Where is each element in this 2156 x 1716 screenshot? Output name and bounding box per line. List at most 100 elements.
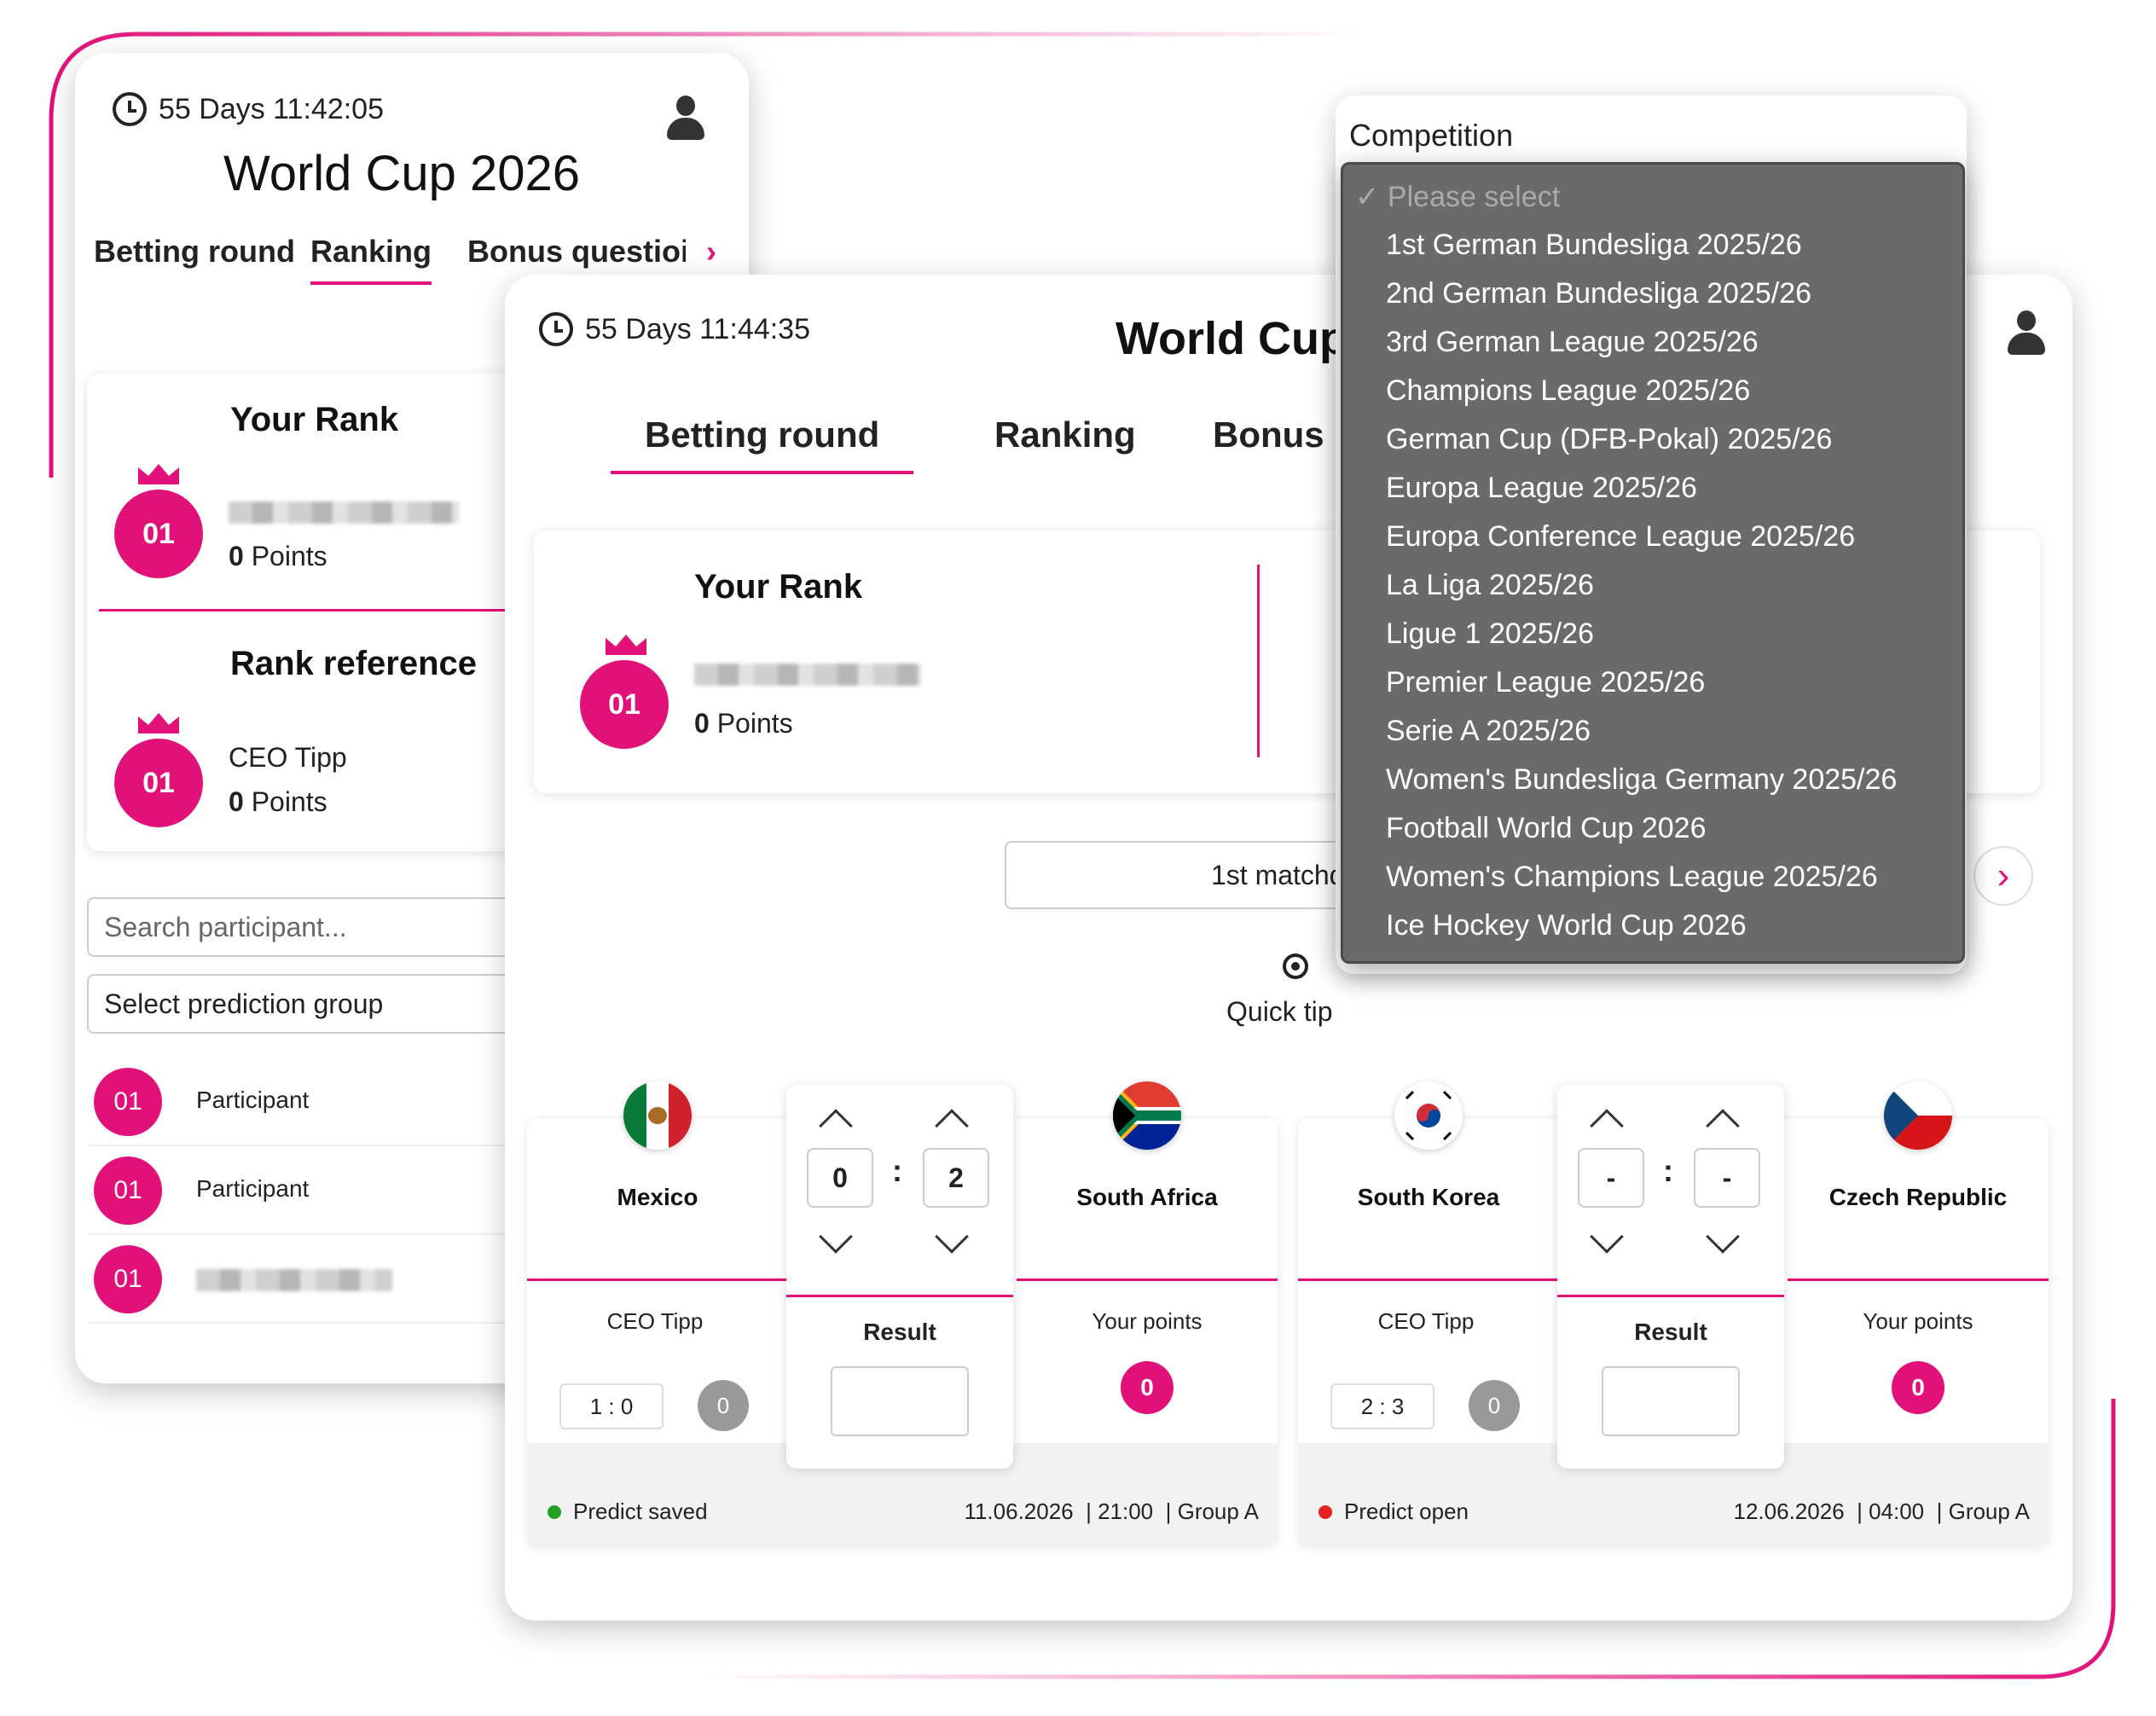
crown-icon: [138, 713, 179, 733]
your-points-badge: 0: [1121, 1361, 1174, 1414]
away-score-input[interactable]: -: [1694, 1148, 1760, 1208]
competition-dropdown[interactable]: ✓ Please select 1st German Bundesliga 20…: [1341, 162, 1965, 964]
clock-icon: [113, 92, 147, 126]
dropdown-option[interactable]: Champions League 2025/26: [1386, 374, 1751, 407]
home-team: South Korea: [1298, 1081, 1559, 1281]
score-input-panel: - : - Result: [1557, 1085, 1784, 1469]
prediction-status: Predict open: [1319, 1499, 1469, 1525]
your-points-label: Your points: [1092, 1308, 1203, 1334]
chevron-up-icon[interactable]: [1590, 1109, 1624, 1143]
ceo-tipp-label: CEO Tipp: [606, 1308, 704, 1334]
south-korea-flag-icon: [1394, 1081, 1463, 1150]
czech-flag-icon: [1884, 1081, 1952, 1150]
away-score-input[interactable]: 2: [923, 1148, 989, 1208]
chevron-up-icon[interactable]: [819, 1109, 853, 1143]
tab-ranking[interactable]: Ranking: [994, 415, 1136, 455]
tab-ranking[interactable]: Ranking: [310, 234, 432, 285]
ceo-tip-value: 1 : 0: [559, 1383, 664, 1429]
your-rank-heading: Your Rank: [694, 568, 863, 606]
your-points-label: Your points: [1863, 1308, 1973, 1334]
quick-tip-label[interactable]: Quick tip: [1226, 996, 1333, 1027]
chevron-down-icon[interactable]: [819, 1220, 853, 1254]
home-team: Mexico: [527, 1081, 788, 1281]
chevron-down-icon[interactable]: [935, 1220, 969, 1254]
dropdown-placeholder[interactable]: ✓ Please select: [1355, 181, 1561, 213]
reference-points: 0 Points: [229, 786, 327, 817]
match-card: South Korea Czech Republic - : - Result …: [1298, 1081, 2049, 1545]
blurred-username: [694, 664, 921, 686]
result-box: [1602, 1366, 1740, 1436]
result-label: Result: [863, 1319, 936, 1345]
chevron-down-icon[interactable]: [1706, 1220, 1740, 1254]
home-score-input[interactable]: 0: [807, 1148, 873, 1208]
ceo-points-badge: 0: [698, 1380, 749, 1431]
countdown: 55 Days 11:44:35: [539, 312, 810, 346]
away-team: South Africa: [1017, 1081, 1278, 1281]
reference-name: CEO Tipp: [229, 742, 347, 773]
south-africa-flag-icon: [1113, 1081, 1181, 1150]
tab-bonus-questions[interactable]: Bonus c: [1213, 415, 1354, 455]
dropdown-option[interactable]: Premier League 2025/26: [1386, 666, 1706, 699]
dropdown-option[interactable]: 3rd German League 2025/26: [1386, 326, 1759, 358]
chevron-down-icon[interactable]: [1590, 1220, 1624, 1254]
score-input-panel: 0 : 2 Result: [786, 1085, 1013, 1469]
dropdown-option[interactable]: German Cup (DFB-Pokal) 2025/26: [1386, 423, 1833, 455]
countdown: 55 Days 11:42:05: [113, 92, 384, 126]
tab-betting-round[interactable]: Betting round: [94, 234, 295, 269]
list-item[interactable]: 01 Participant: [89, 1058, 686, 1146]
home-score-input[interactable]: -: [1578, 1148, 1644, 1208]
target-icon[interactable]: [1283, 954, 1308, 979]
ceo-tip-value: 2 : 3: [1330, 1383, 1434, 1429]
match-meta: 12.06.2026 | 04:00 | Group A: [1733, 1499, 2031, 1524]
chevron-up-icon[interactable]: [935, 1109, 969, 1143]
prediction-status: Predict saved: [548, 1499, 708, 1525]
your-points-badge: 0: [1892, 1361, 1944, 1414]
dropdown-option[interactable]: Women's Champions League 2025/26: [1386, 861, 1878, 893]
dropdown-option[interactable]: 2nd German Bundesliga 2025/26: [1386, 277, 1812, 310]
crown-icon: [138, 464, 179, 484]
dropdown-option[interactable]: La Liga 2025/26: [1386, 569, 1594, 601]
dropdown-option[interactable]: Women's Bundesliga Germany 2025/26: [1386, 763, 1898, 796]
user-icon[interactable]: [2008, 310, 2045, 355]
blurred-username: [196, 1269, 392, 1291]
dropdown-option[interactable]: Ice Hockey World Cup 2026: [1386, 909, 1747, 942]
divider: [1257, 565, 1260, 757]
clock-icon: [539, 312, 573, 346]
match-meta: 11.06.2026 | 21:00 | Group A: [964, 1499, 1259, 1524]
match-card: Mexico South Africa 0 : 2 Result CEO Tip…: [527, 1081, 1278, 1545]
competition-label: Competition: [1349, 118, 1514, 153]
rank-badge: 01: [114, 739, 203, 827]
result-label: Result: [1634, 1319, 1707, 1345]
dropdown-option[interactable]: 1st German Bundesliga 2025/26: [1386, 229, 1802, 261]
chevron-right-icon[interactable]: ›: [706, 234, 716, 269]
list-item[interactable]: 01: [89, 1235, 686, 1324]
dropdown-option[interactable]: Football World Cup 2026: [1386, 812, 1707, 844]
page-title: World Cup 2026: [223, 146, 581, 201]
dropdown-option[interactable]: Europa League 2025/26: [1386, 472, 1697, 504]
rank-badge: 01: [114, 490, 203, 578]
ceo-tipp-label: CEO Tipp: [1377, 1308, 1475, 1334]
next-matchday-button[interactable]: ›: [1973, 846, 2033, 906]
ceo-points-badge: 0: [1469, 1380, 1520, 1431]
dropdown-option[interactable]: Ligue 1 2025/26: [1386, 617, 1594, 650]
your-rank-heading: Your Rank: [230, 401, 399, 438]
result-box: [831, 1366, 969, 1436]
chevron-up-icon[interactable]: [1706, 1109, 1740, 1143]
user-icon[interactable]: [667, 96, 704, 140]
rank-badge: 01: [580, 660, 669, 749]
crown-icon: [606, 635, 646, 655]
tab-betting-round[interactable]: Betting round: [611, 415, 914, 474]
divider: [99, 609, 718, 612]
away-team: Czech Republic: [1788, 1081, 2049, 1281]
rank-points: 0 Points: [229, 541, 327, 571]
page-title: World Cup: [1116, 313, 1348, 364]
rank-reference-heading: Rank reference: [230, 645, 478, 682]
blurred-username: [229, 501, 459, 524]
dropdown-option[interactable]: Europa Conference League 2025/26: [1386, 520, 1856, 553]
mexico-flag-icon: [623, 1081, 692, 1150]
tab-bonus-questions[interactable]: Bonus questioi: [467, 234, 686, 269]
dropdown-option[interactable]: Serie A 2025/26: [1386, 715, 1591, 747]
list-item[interactable]: 01 Participant: [89, 1146, 686, 1235]
rank-points: 0 Points: [694, 708, 793, 739]
